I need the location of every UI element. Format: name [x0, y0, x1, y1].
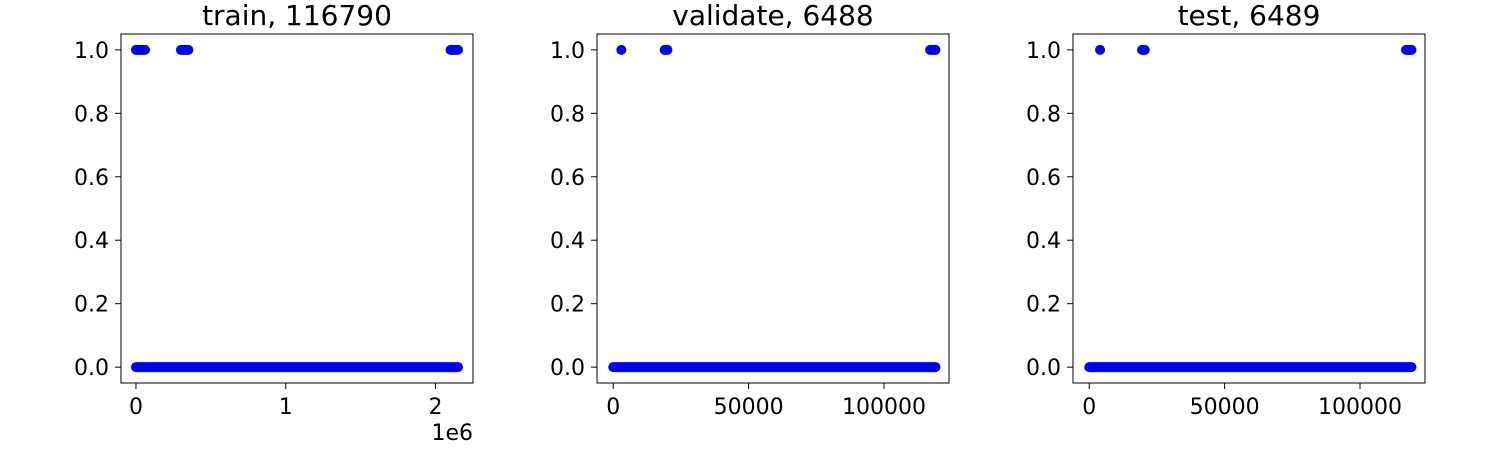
y-tick-label: 0.0	[550, 356, 585, 381]
y-tick-label: 0.6	[74, 166, 109, 191]
scatter-point	[1406, 44, 1417, 55]
y-tick-label: 0.2	[1026, 293, 1061, 318]
y-axis-ticks: 0.0 0.2 0.4 0.6 0.8 1.0	[74, 39, 121, 381]
scatter-point	[139, 44, 150, 55]
y-tick-label: 1.0	[550, 39, 585, 64]
axes-frame	[1072, 33, 1426, 384]
x-axis-ticks: 0 50000 100000	[606, 383, 926, 420]
test-subplot: test, 6489 0.0 0.2 0.4 0.6 0.8 1.0 0 50000 1000…	[1026, 0, 1426, 420]
scatter-points	[130, 44, 464, 373]
x-tick-label: 100000	[842, 395, 926, 420]
subplot-title: train, 116790	[202, 0, 392, 32]
x-tick-label: 0	[129, 395, 143, 420]
scatter-point	[930, 44, 941, 55]
y-axis-ticks: 0.0 0.2 0.4 0.6 0.8 1.0	[1026, 39, 1073, 381]
scatter-point	[1139, 44, 1150, 55]
scatter-points	[1084, 44, 1417, 373]
x-axis-ticks: 0 1 2	[129, 383, 443, 420]
y-axis-ticks: 0.0 0.2 0.4 0.6 0.8 1.0	[550, 39, 597, 381]
scatter-point	[616, 44, 627, 55]
y-tick-label: 0.8	[550, 102, 585, 127]
x-tick-label: 0	[1082, 395, 1096, 420]
x-tick-label: 50000	[714, 395, 784, 420]
y-tick-label: 0.0	[1026, 356, 1061, 381]
y-tick-label: 0.4	[550, 229, 585, 254]
subplot-title: validate, 6488	[672, 0, 873, 32]
y-tick-label: 0.6	[1026, 166, 1061, 191]
y-tick-label: 0.0	[74, 356, 109, 381]
y-tick-label: 0.4	[74, 229, 109, 254]
y-tick-label: 1.0	[1026, 39, 1061, 64]
x-tick-label: 2	[429, 395, 443, 420]
validate-subplot: validate, 6488 0.0 0.2 0.4 0.6 0.8 1.0 0 50000…	[550, 0, 950, 420]
subplot-title: test, 6489	[1178, 0, 1321, 32]
scatter-point	[183, 44, 194, 55]
y-tick-label: 0.2	[550, 293, 585, 318]
axes-frame	[596, 33, 950, 384]
y-tick-label: 0.2	[74, 293, 109, 318]
y-tick-label: 1.0	[74, 39, 109, 64]
x-tick-label: 100000	[1318, 395, 1402, 420]
x-axis-ticks: 0 50000 100000	[1082, 383, 1402, 420]
x-tick-label: 1	[279, 395, 293, 420]
x-tick-label: 50000	[1190, 395, 1260, 420]
y-tick-label: 0.4	[1026, 229, 1061, 254]
x-tick-label: 0	[606, 395, 620, 420]
axes-frame	[120, 33, 474, 384]
y-tick-label: 0.6	[550, 166, 585, 191]
scatter-point	[1095, 44, 1106, 55]
x-axis-offset-label: 1e6	[431, 421, 473, 446]
scatter-points	[608, 44, 941, 373]
y-tick-label: 0.8	[74, 102, 109, 127]
scatter-point	[662, 44, 673, 55]
train-subplot: train, 116790 0.0 0.2 0.4 0.6 0.8 1.0 0 1 2 1e6	[74, 0, 474, 446]
scatter-point	[453, 44, 464, 55]
y-tick-label: 0.8	[1026, 102, 1061, 127]
